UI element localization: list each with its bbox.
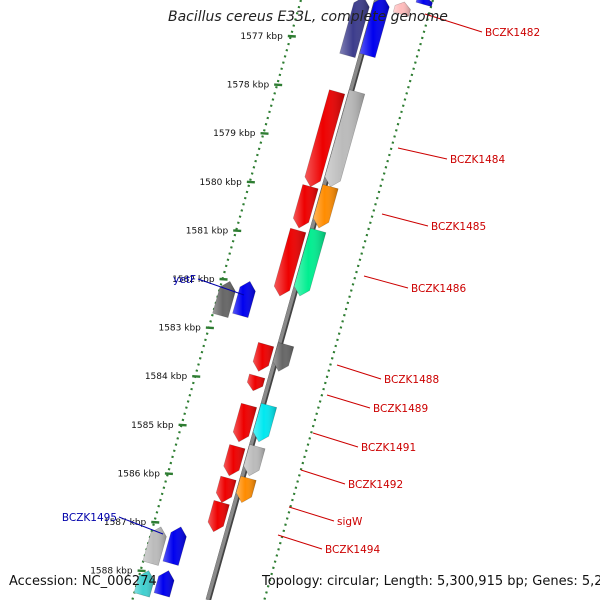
gene-label: BCZK1484: [450, 154, 505, 166]
gene-arrow-shading: [253, 342, 274, 372]
kbp-ticks: 1577 kbp 1578 kbp 1579 kbp 1580 kbp 1581 kbp…: [90, 32, 296, 577]
kbp-tick-mark: [233, 229, 242, 233]
gene-arrow-shading: [393, 2, 411, 17]
kbp-tick-label: 1578 kbp: [227, 81, 270, 91]
gene-arrow-shading: [162, 526, 187, 566]
gene-label-leader: [288, 506, 335, 522]
gene-label: BCZK1491: [361, 442, 416, 454]
gene-arrow-shading: [293, 184, 319, 228]
kbp-tick-mark: [192, 375, 201, 378]
gene-arrow-shading: [236, 476, 257, 503]
gene-arrow-shading: [142, 526, 167, 566]
dotted-guide-lines: [131, 0, 434, 600]
gene-label-leader: [277, 534, 323, 550]
gene-arrow-shading: [313, 184, 339, 228]
gene-label-leader: [197, 278, 245, 296]
kbp-tick-mark: [246, 180, 255, 184]
gene-arrow-shading: [294, 228, 326, 296]
gene-labels: BCZK1482 BCZK1484 BCZK1485 BCZK1486 BCZK1488…: [62, 13, 540, 556]
gene-label-leader: [118, 516, 164, 535]
gene-arrow-shading: [223, 444, 246, 476]
gene-arrow-shading: [416, 0, 433, 7]
gene-arrow-shading: [274, 228, 306, 296]
gene-arrow-shading: [253, 403, 277, 442]
gene-arrow-shading: [216, 476, 237, 503]
gene-label: BCZK1486: [411, 283, 466, 295]
kbp-tick-label: 1577 kbp: [240, 32, 283, 42]
gene-arrow-shading: [273, 342, 294, 372]
kbp-tick-label: 1588 kbp: [90, 567, 133, 577]
gene-label-leader: [424, 13, 483, 33]
gene-arrow-shading: [359, 0, 390, 58]
gene-arrow-shading: [134, 570, 155, 598]
kbp-tick-label: 1582 kbp: [172, 275, 215, 285]
kbp-tick-mark: [219, 277, 228, 281]
gene-label: BCZK1488: [384, 374, 439, 386]
kbp-tick-label: 1586 kbp: [118, 469, 161, 479]
gene-label-leader: [363, 275, 409, 289]
gene-label-leader: [397, 147, 448, 160]
kbp-tick-label: 1581 kbp: [186, 226, 229, 236]
kbp-tick-label: 1583 kbp: [158, 324, 201, 334]
gene-label-leader: [336, 364, 382, 380]
kbp-tick-label: 1585 kbp: [131, 421, 174, 431]
gene-arrow-shading: [212, 281, 236, 318]
kbp-tick-mark: [287, 34, 296, 38]
kbp-tick-label: 1580 kbp: [199, 178, 242, 188]
gene-arrow-shading: [243, 444, 266, 476]
kbp-tick-label: 1584 kbp: [145, 372, 188, 382]
kbp-tick-mark: [260, 132, 269, 135]
topology-text: Topology: circular; Length: 5,300,915 bp…: [262, 574, 600, 589]
gene-features: [133, 0, 433, 598]
map-title: Bacillus cereus E33L, complete genome: [168, 9, 448, 25]
kbp-tick-mark: [151, 520, 160, 524]
gene-label: BCZK1482: [485, 27, 540, 39]
gene-label-leader: [300, 469, 346, 485]
kbp-tick-label: 1587 kbp: [104, 518, 147, 528]
gene-arrow-shading: [304, 89, 345, 187]
gene-label: BCZK1494: [325, 544, 380, 556]
kbp-tick-label: 1579 kbp: [213, 129, 256, 139]
kbp-tick-mark: [274, 83, 283, 87]
gene-label: BCZK1485: [431, 221, 486, 233]
gene-label-leader: [312, 432, 359, 448]
kbp-tick-mark: [205, 326, 214, 330]
gene-arrow-shading: [208, 500, 230, 532]
gene-label: BCZK1492: [348, 479, 403, 491]
gene-label: BCZK1495: [62, 512, 117, 524]
gene-label-leader: [326, 394, 371, 409]
gene-label: sigW: [337, 516, 363, 528]
accession-text: Accession: NC_006274: [9, 574, 157, 589]
gene-label: BCZK1489: [373, 403, 428, 415]
kbp-tick-mark: [164, 472, 173, 476]
gene-label-leader: [381, 213, 429, 227]
kbp-tick-mark: [178, 423, 187, 427]
gene-label: yetF: [173, 274, 196, 286]
gene-arrow-shading: [154, 570, 175, 598]
gene-arrow-shading: [233, 403, 257, 442]
gene-arrow-shading: [232, 281, 256, 318]
gene-arrow-shading: [247, 374, 265, 391]
kbp-tick-mark: [137, 569, 146, 573]
gene-arrow-shading: [324, 89, 365, 187]
gene-arrow-shading: [339, 0, 370, 58]
